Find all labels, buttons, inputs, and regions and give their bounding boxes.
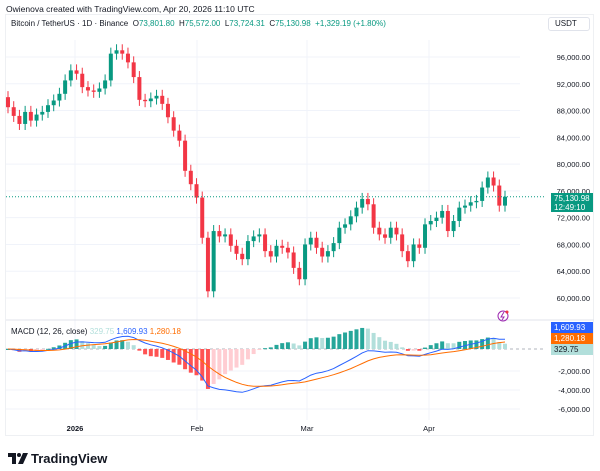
chart-caption: Owienova created with TradingView.com, A… [6, 4, 255, 14]
svg-text:64,000.00: 64,000.00 [557, 267, 590, 276]
macd-legend: MACD (12, 26, close) 329.75 1,609.93 1,2… [11, 327, 181, 336]
macd-line-value: 1,609.93 [116, 327, 148, 336]
svg-text:88,000.00: 88,000.00 [557, 107, 590, 116]
currency-selector[interactable]: USDT [548, 17, 590, 31]
svg-text:76,000.00: 76,000.00 [557, 187, 590, 196]
candlesticks [6, 44, 545, 298]
svg-text:-6,000.00: -6,000.00 [558, 405, 590, 414]
chart-frame [5, 14, 594, 436]
tradingview-logo[interactable]: TradingView [8, 451, 107, 466]
svg-text:Feb: Feb [191, 424, 204, 433]
open-value: 73,801.80 [138, 19, 175, 28]
svg-text:72,000.00: 72,000.00 [557, 214, 590, 223]
tradingview-logo-icon [8, 453, 28, 464]
macd-signal-tag: 1,280.18 [551, 333, 593, 344]
macd-signal-value: 1,280.18 [149, 327, 181, 336]
close-value: 75,130.98 [275, 19, 311, 28]
macd-histogram-value: 329.75 [89, 327, 115, 336]
symbol-legend: Bitcoin / TetherUS · 1D · Binance O73,80… [11, 19, 386, 28]
svg-text:84,000.00: 84,000.00 [557, 133, 590, 142]
macd-histogram-tag: 329.75 [551, 344, 593, 355]
svg-text:2026: 2026 [67, 424, 84, 433]
svg-text:92,000.00: 92,000.00 [557, 80, 590, 89]
low-value: 73,724.31 [229, 19, 265, 28]
high-value: 75,572.00 [184, 19, 221, 28]
svg-text:60,000.00: 60,000.00 [557, 294, 590, 303]
svg-text:80,000.00: 80,000.00 [557, 160, 590, 169]
change-value: +1,329.19 (+1.80%) [315, 19, 386, 28]
lightning-icon[interactable] [497, 310, 509, 322]
symbol-name: Bitcoin / TetherUS · 1D · Binance [11, 19, 129, 28]
macd-line-tag: 1,609.93 [551, 322, 593, 333]
macd-title: MACD (12, 26, close) [11, 327, 88, 336]
svg-text:-2,000.00: -2,000.00 [558, 367, 590, 376]
svg-text:Apr: Apr [423, 424, 435, 433]
macd-panel [6, 327, 545, 393]
svg-text:Mar: Mar [301, 424, 314, 433]
svg-text:68,000.00: 68,000.00 [557, 240, 590, 249]
svg-text:96,000.00: 96,000.00 [557, 53, 590, 62]
svg-text:-4,000.00: -4,000.00 [558, 386, 590, 395]
last-price-tag: 75,130.98 12:49:10 [551, 193, 593, 212]
